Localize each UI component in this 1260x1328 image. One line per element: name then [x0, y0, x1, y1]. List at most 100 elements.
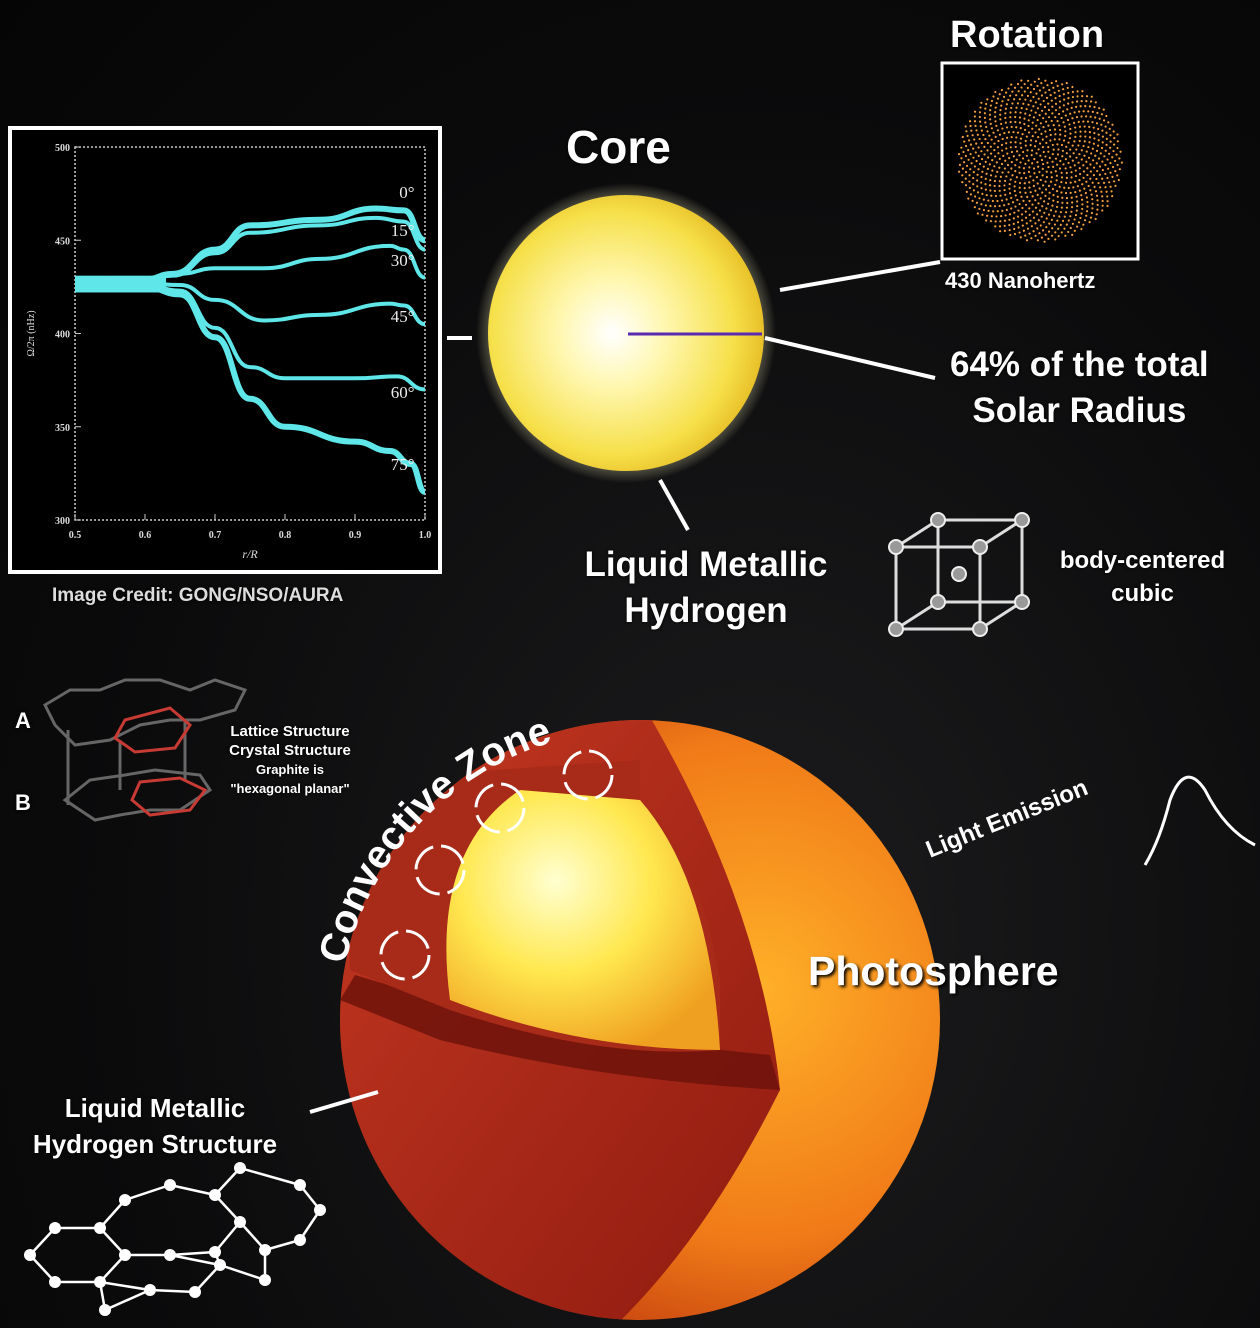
plot-area	[74, 146, 426, 521]
sphere-dot	[1091, 121, 1094, 124]
sphere-dot	[998, 133, 1002, 136]
sphere-dot	[1085, 150, 1088, 153]
series-label: 15°	[391, 221, 415, 240]
sphere-dot	[1078, 153, 1081, 156]
sphere-dot	[1111, 175, 1114, 178]
sphere-dot	[1034, 199, 1037, 202]
sphere-dot	[1089, 189, 1092, 192]
sphere-dot	[997, 152, 1000, 155]
sphere-dot	[1087, 145, 1090, 149]
sphere-dot	[1054, 238, 1057, 241]
sphere-dot	[994, 194, 998, 198]
sphere-dot	[1074, 180, 1077, 183]
sphere-dot	[1094, 116, 1097, 119]
sphere-dot	[1014, 205, 1017, 208]
sphere-dot	[1105, 190, 1108, 193]
sphere-dot	[1093, 137, 1096, 140]
sphere-dot	[1085, 210, 1089, 213]
sphere-dot	[1026, 149, 1029, 152]
sphere-dot	[1041, 109, 1044, 112]
sphere-dot	[1061, 155, 1064, 158]
sphere-dot	[1023, 187, 1026, 190]
sphere-dot	[1064, 167, 1067, 170]
sphere-dot	[1088, 131, 1092, 134]
sphere-dot	[1048, 156, 1051, 159]
sphere-dot	[1105, 137, 1108, 141]
sphere-dot	[1003, 224, 1006, 227]
sphere-dot	[1019, 191, 1022, 194]
sphere-dot	[1003, 219, 1007, 222]
sphere-dot	[1069, 127, 1072, 131]
sphere-dot	[1052, 148, 1055, 151]
sphere-dot	[1097, 127, 1100, 131]
sphere-dot	[1010, 150, 1013, 154]
sphere-dot	[1010, 83, 1013, 86]
sphere-dot	[977, 154, 980, 158]
sphere-dot	[1005, 103, 1008, 106]
sphere-dot	[1013, 227, 1016, 231]
sphere-dot	[1074, 105, 1078, 108]
sphere-dot	[978, 197, 981, 200]
sphere-dot	[1037, 136, 1040, 139]
sphere-dot	[1038, 89, 1041, 92]
sphere-dot	[1062, 163, 1065, 166]
sphere-dot	[1111, 195, 1114, 198]
sphere-dot	[1014, 145, 1017, 149]
sphere-dot	[1039, 224, 1042, 227]
sphere-dot	[1061, 149, 1064, 152]
sphere-dot	[1097, 144, 1100, 147]
core-material-line2: Hydrogen	[624, 591, 788, 630]
sphere-dot	[978, 111, 982, 114]
sphere-dot	[981, 170, 984, 173]
sphere-dot	[1079, 135, 1082, 138]
sphere-dot	[1086, 205, 1089, 208]
sphere-dot	[1067, 186, 1070, 190]
sphere-dot	[1058, 185, 1061, 188]
sphere-dot	[967, 158, 970, 161]
sphere-dot	[1037, 148, 1040, 151]
sphere-dot	[968, 120, 972, 123]
sphere-dot	[1071, 144, 1074, 147]
sphere-dot	[1079, 105, 1082, 108]
sphere-dot	[1051, 160, 1054, 163]
core-sphere	[488, 195, 764, 471]
sphere-dot	[1074, 126, 1077, 129]
sphere-dot	[1029, 139, 1033, 142]
sphere-dot	[1039, 178, 1042, 182]
sphere-dot	[1000, 162, 1004, 166]
sphere-dot	[976, 133, 979, 136]
sphere-dot	[976, 185, 979, 188]
sphere-dot	[1036, 239, 1039, 242]
sphere-dot	[1060, 116, 1063, 120]
sphere-dot	[1028, 181, 1031, 184]
sphere-dot	[1071, 222, 1074, 225]
sphere-dot	[961, 167, 965, 170]
body-centered-cubic-icon	[888, 512, 1030, 637]
sphere-dot	[1016, 221, 1020, 224]
sphere-dot	[1047, 124, 1050, 127]
sphere-dot	[1001, 149, 1004, 152]
sphere-dot	[1037, 219, 1040, 222]
sphere-dot	[1053, 223, 1057, 226]
sphere-dot	[994, 111, 997, 114]
sphere-dot	[1049, 180, 1053, 183]
sphere-dot	[987, 156, 990, 159]
sphere-dot	[1059, 133, 1062, 136]
sphere-dot	[982, 208, 986, 212]
sphere-dot	[994, 175, 997, 178]
sphere-dot	[1116, 174, 1119, 177]
sphere-dot	[1040, 215, 1043, 218]
sphere-dot	[1095, 162, 1098, 165]
sphere-dot	[976, 212, 979, 215]
sphere-dot	[1064, 130, 1067, 133]
sphere-dot	[980, 181, 983, 184]
sphere-dot	[964, 184, 968, 187]
sphere-dot	[1023, 182, 1026, 185]
sphere-dot	[1033, 80, 1036, 83]
sphere-dot	[1102, 108, 1105, 111]
sphere-dot	[1033, 172, 1036, 175]
lattice-atom	[144, 1284, 156, 1296]
sphere-dot	[981, 213, 984, 216]
dotted-sphere-icon	[957, 77, 1123, 243]
sphere-dot	[1004, 121, 1007, 124]
